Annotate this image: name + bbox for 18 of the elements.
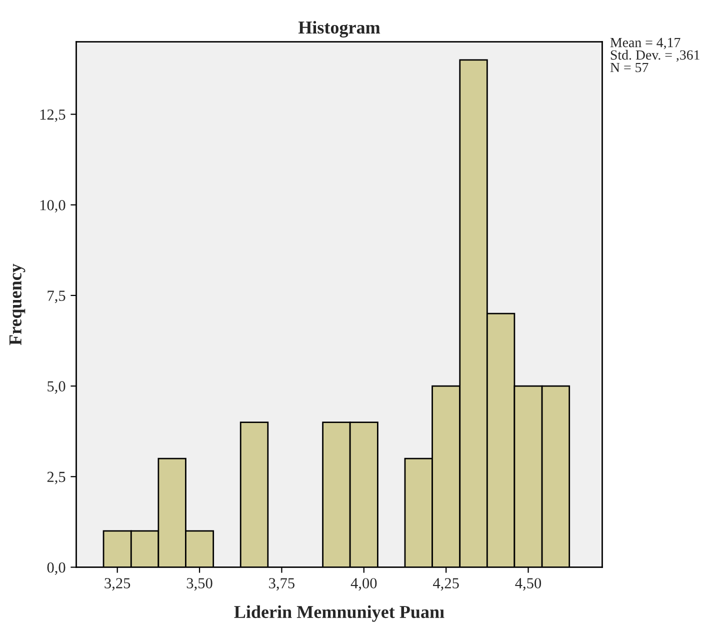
text: Mean = 4,17: [610, 38, 680, 50]
text: Std. Dev. = ,361: [610, 50, 700, 62]
x-tick-label: 4,00: [350, 578, 377, 591]
y-axis-title: Frequency: [9, 264, 26, 346]
y-tick-label: 5,0: [48, 381, 66, 394]
x-axis-title: Liderin Memnuniyet Puanı: [234, 605, 444, 622]
chart-title: Histogram: [298, 20, 380, 38]
y-tick-label: 12,5: [40, 109, 66, 122]
text: N = 57: [610, 62, 648, 72]
y-tick-label: 10,0: [40, 200, 66, 213]
x-tick-label: 4,25: [433, 578, 459, 591]
y-tick-label: 2,5: [47, 472, 66, 484]
x-tick-label: 3,50: [186, 578, 212, 591]
y-tick-label: 0,0: [47, 562, 66, 575]
x-tick-label: 3,25: [104, 578, 130, 591]
x-tick-label: 4,50: [515, 578, 542, 591]
x-tick-label: 3,75: [269, 578, 294, 591]
y-tick-label: 7,5: [48, 290, 66, 304]
